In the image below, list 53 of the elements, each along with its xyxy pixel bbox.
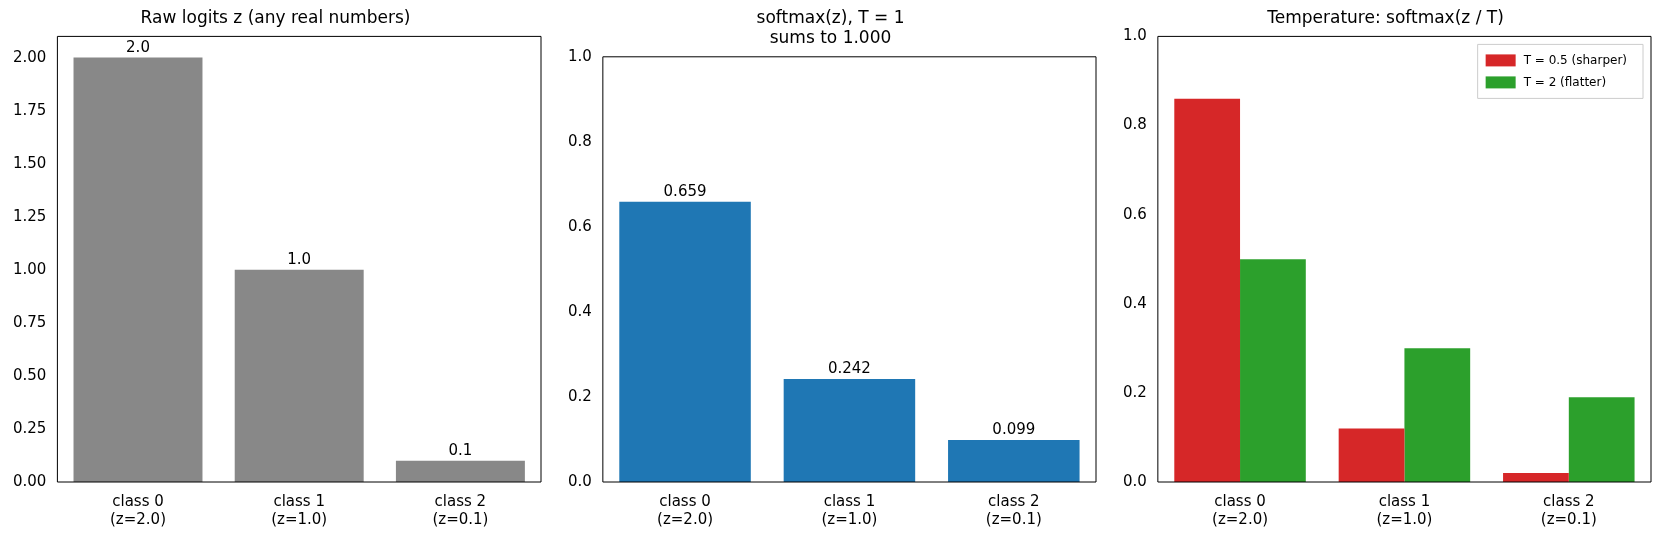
legend-label: T = 2 (flatter) [1522,74,1607,89]
bar [1174,98,1241,482]
y-tick-label: 0.25 [12,418,47,437]
bar [234,269,364,482]
x-tick-label: class 0 (z=2.0) [657,491,714,528]
bar [1568,397,1635,482]
x-tick-label: class 1 (z=1.0) [1376,491,1433,528]
bar [73,57,203,482]
bar [619,201,751,482]
bar [395,460,525,482]
bar [783,379,916,482]
data-label: 0.659 [663,182,707,201]
data-label: 1.0 [287,250,312,269]
x-tick-label: class 1 (z=1.0) [271,491,328,528]
y-tick-label: 0.4 [1123,293,1147,312]
legend-label: T = 0.5 (sharper) [1522,52,1628,67]
bar [1503,473,1569,482]
data-label: 2.0 [126,38,150,57]
y-tick-label: 0.75 [12,312,47,331]
y-tick-label: 2.00 [12,47,47,66]
x-tick-label: class 0 (z=2.0) [109,491,167,528]
y-tick-label: 1.75 [12,100,47,119]
y-tick-label: 1.25 [12,206,47,225]
data-label: 0.242 [827,359,871,378]
data-label: 0.099 [992,420,1036,439]
y-tick-label: 0.50 [12,365,47,384]
bar [948,439,1080,482]
y-tick-label: 0.0 [1123,471,1147,490]
bar [1404,348,1471,482]
bar [1240,259,1306,482]
x-tick-label: class 1 (z=1.0) [821,491,878,528]
chart-title: Raw logits z (any real numbers) [140,6,411,27]
data-label: 0.1 [448,441,473,460]
y-tick-label: 0.6 [568,216,592,235]
y-tick-label: 0.4 [568,301,592,320]
y-tick-label: 0.6 [1123,204,1147,223]
x-tick-label: class 2 (z=0.1) [432,491,489,528]
y-tick-label: 0.0 [568,471,592,490]
x-tick-label: class 0 (z=2.0) [1212,491,1269,528]
x-tick-label: class 2 (z=0.1) [1540,491,1597,528]
bar [1338,428,1405,482]
y-tick-label: 0.00 [12,471,47,490]
y-tick-label: 1.0 [1123,26,1147,45]
y-tick-label: 0.8 [1123,115,1147,134]
y-tick-label: 1.50 [12,153,47,172]
y-tick-label: 0.8 [568,131,592,150]
y-tick-label: 0.2 [1123,382,1147,401]
x-tick-label: class 2 (z=0.1) [985,491,1042,528]
chart-title: Temperature: softmax(z / T) [1266,6,1504,27]
y-tick-label: 0.2 [568,386,592,405]
chart-title: softmax(z), T = 1 sums to 1.000 [756,6,905,48]
y-tick-label: 1.0 [568,46,592,65]
y-tick-label: 1.00 [12,259,47,278]
